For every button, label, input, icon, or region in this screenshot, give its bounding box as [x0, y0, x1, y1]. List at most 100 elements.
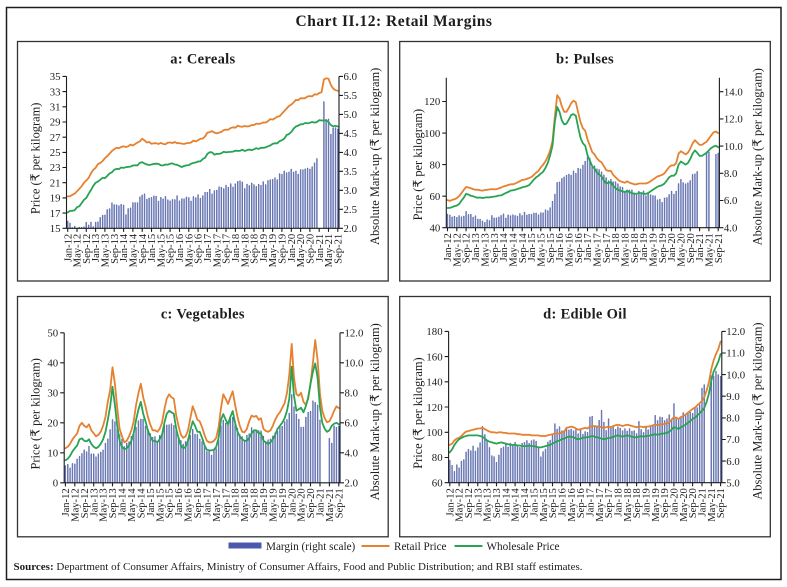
svg-text:17: 17	[50, 208, 61, 220]
svg-text:Jan-20: Jan-20	[670, 488, 681, 516]
svg-text:May-17: May-17	[595, 488, 606, 522]
svg-text:May-12: May-12	[452, 233, 463, 267]
svg-text:May-12: May-12	[70, 488, 81, 522]
svg-text:Jan-18: Jan-18	[231, 488, 242, 516]
svg-text:Jan-18: Jan-18	[611, 233, 622, 261]
svg-text:Absolute Mark-up (₹ per kilogr: Absolute Mark-up (₹ per kilogram)	[750, 322, 764, 499]
svg-text:May-13: May-13	[480, 233, 491, 267]
svg-text:120: 120	[426, 402, 442, 414]
svg-text:Sep-20: Sep-20	[686, 233, 697, 263]
svg-text:35: 35	[50, 71, 61, 83]
svg-text:10: 10	[47, 448, 58, 460]
svg-text:May-21: May-21	[705, 233, 716, 267]
svg-text:Sep-17: Sep-17	[222, 234, 233, 264]
svg-text:6.0: 6.0	[344, 71, 358, 83]
svg-text:Sep-20: Sep-20	[306, 234, 317, 264]
svg-text:May-13: May-13	[101, 234, 112, 268]
svg-text:14.0: 14.0	[724, 86, 743, 98]
svg-text:2.0: 2.0	[344, 223, 358, 235]
svg-text:Sep-21: Sep-21	[714, 233, 725, 263]
svg-text:Sep-13: Sep-13	[492, 488, 503, 518]
svg-text:160: 160	[426, 351, 442, 363]
svg-text:Jan-19: Jan-19	[259, 234, 270, 262]
svg-text:May-17: May-17	[212, 234, 223, 268]
svg-text:Jan-14: Jan-14	[501, 488, 512, 517]
svg-text:Sep-13: Sep-13	[108, 488, 119, 518]
svg-text:Jan-20: Jan-20	[667, 233, 678, 261]
svg-text:May-20: May-20	[297, 488, 308, 522]
svg-text:4.0: 4.0	[344, 147, 358, 159]
svg-text:Jan-15: Jan-15	[529, 488, 540, 516]
svg-text:May-19: May-19	[268, 234, 279, 268]
svg-text:23: 23	[50, 162, 61, 174]
svg-text:Jan-17: Jan-17	[583, 233, 594, 261]
svg-text:d: Edible Oil: d: Edible Oil	[543, 307, 627, 323]
svg-text:Sep-18: Sep-18	[250, 488, 261, 518]
svg-text:Jan-21: Jan-21	[698, 488, 709, 516]
svg-text:Sep-19: Sep-19	[278, 488, 289, 518]
svg-text:Price (₹ per kilogram): Price (₹ per kilogram)	[411, 357, 425, 468]
svg-text:Sep-13: Sep-13	[110, 234, 121, 264]
svg-text:May-14: May-14	[508, 233, 519, 267]
svg-text:May-13: May-13	[99, 488, 110, 522]
svg-text:33: 33	[50, 86, 61, 98]
svg-text:Sep-16: Sep-16	[193, 488, 204, 518]
svg-text:Sep-19: Sep-19	[660, 488, 671, 518]
svg-text:Sep-14: Sep-14	[136, 488, 147, 519]
svg-text:Jan-18: Jan-18	[231, 234, 242, 262]
svg-text:May-12: May-12	[455, 488, 466, 522]
svg-text:Margin (right scale): Margin (right scale)	[266, 541, 356, 553]
svg-text:Sep-20: Sep-20	[306, 488, 317, 518]
svg-text:30: 30	[47, 388, 58, 400]
svg-text:Jan-12: Jan-12	[445, 488, 456, 516]
svg-text:May-21: May-21	[324, 234, 335, 268]
svg-text:Jan-16: Jan-16	[174, 488, 185, 516]
svg-text:Sep-14: Sep-14	[520, 488, 531, 519]
svg-text:Absolute Mark-up (₹ per kilogr: Absolute Mark-up (₹ per kilogram)	[750, 68, 764, 245]
svg-text:May-14: May-14	[511, 488, 522, 522]
svg-text:Sep-15: Sep-15	[546, 233, 557, 263]
svg-text:a: Cereals: a: Cereals	[170, 52, 235, 68]
svg-text:May-18: May-18	[240, 488, 251, 522]
svg-text:Sep-12: Sep-12	[462, 233, 473, 263]
svg-text:8.0: 8.0	[724, 168, 738, 180]
svg-text:60: 60	[432, 477, 443, 489]
svg-text:11.0: 11.0	[726, 348, 745, 360]
svg-text:May-18: May-18	[623, 488, 634, 522]
svg-text:Jan-13: Jan-13	[89, 488, 100, 516]
svg-text:10.0: 10.0	[345, 358, 364, 370]
svg-text:7.0: 7.0	[726, 434, 740, 446]
svg-text:Jan-15: Jan-15	[527, 233, 538, 261]
svg-text:2.5: 2.5	[344, 204, 358, 216]
svg-text:Sep-21: Sep-21	[334, 488, 345, 518]
svg-text:May-14: May-14	[127, 488, 138, 522]
svg-text:Jan-21: Jan-21	[695, 233, 706, 261]
svg-text:Sep-12: Sep-12	[80, 488, 91, 518]
svg-text:Jan-16: Jan-16	[557, 488, 568, 516]
svg-text:120: 120	[424, 96, 440, 108]
svg-text:Jan-21: Jan-21	[316, 488, 327, 516]
svg-text:May-18: May-18	[621, 233, 632, 267]
svg-text:Jan-16: Jan-16	[555, 233, 566, 261]
svg-text:May-18: May-18	[240, 234, 251, 268]
svg-text:31: 31	[50, 101, 61, 113]
svg-text:May-20: May-20	[677, 233, 688, 267]
svg-text:180: 180	[426, 326, 442, 338]
svg-text:Sep-17: Sep-17	[602, 233, 613, 263]
svg-text:Jan-19: Jan-19	[259, 488, 270, 516]
svg-text:Jan-18: Jan-18	[614, 488, 625, 516]
svg-text:Jan-12: Jan-12	[61, 488, 72, 516]
svg-text:May-19: May-19	[649, 233, 660, 267]
svg-text:Jan-19: Jan-19	[639, 233, 650, 261]
svg-text:5.0: 5.0	[726, 477, 740, 489]
svg-text:Sep-15: Sep-15	[548, 488, 559, 518]
svg-text:Sep-14: Sep-14	[518, 233, 529, 264]
svg-text:Absolute Mark-up (₹ per kilogr: Absolute Mark-up (₹ per kilogram)	[368, 68, 382, 245]
svg-text:c: Vegetables: c: Vegetables	[161, 307, 245, 323]
svg-text:May-14: May-14	[129, 233, 140, 267]
svg-text:Sep-12: Sep-12	[82, 234, 93, 264]
svg-text:Sep-14: Sep-14	[138, 233, 149, 264]
svg-text:Sep-15: Sep-15	[165, 488, 176, 518]
svg-text:Jan-13: Jan-13	[471, 233, 482, 261]
svg-text:5.0: 5.0	[344, 109, 358, 121]
